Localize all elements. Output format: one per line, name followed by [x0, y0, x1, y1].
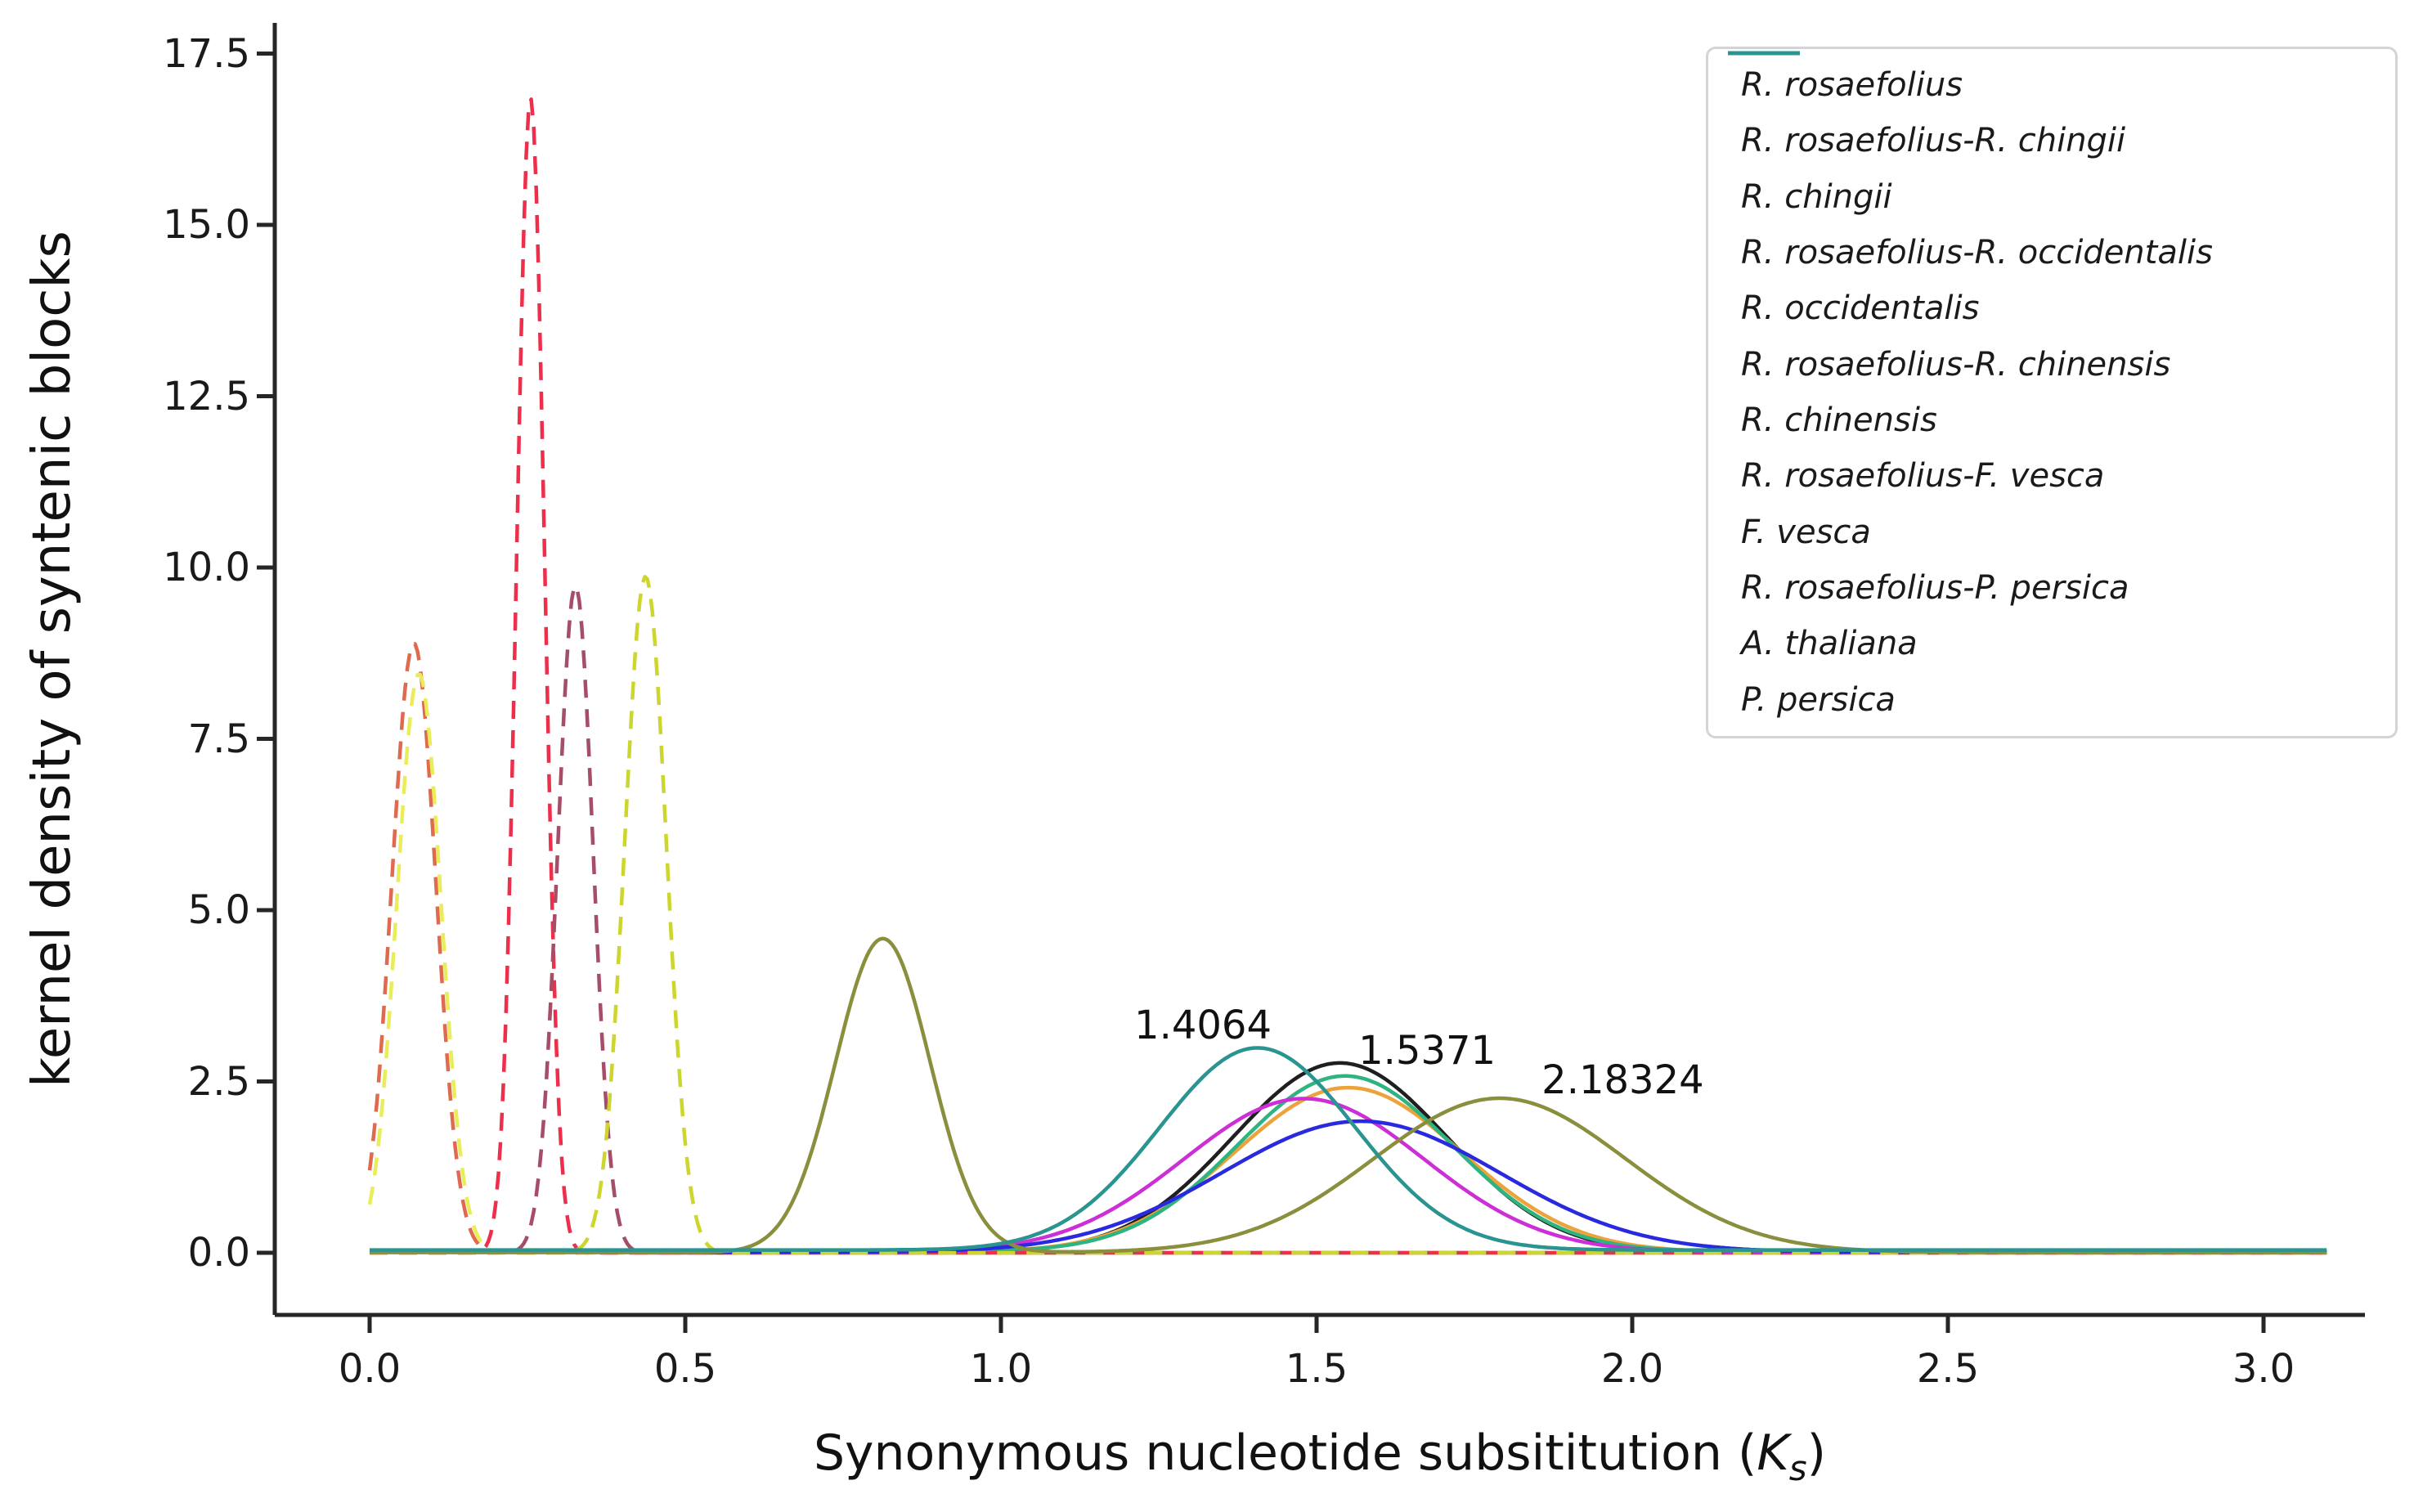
y-tick-label: 12.5: [163, 373, 250, 420]
legend-item: A. thaliana: [1708, 51, 2395, 663]
kde-curve-10: [370, 936, 2327, 1254]
legend-label: R. chinensis: [1741, 402, 1937, 440]
y-tick-label: 0.0: [187, 1230, 250, 1276]
ks-symbol: K: [1757, 1425, 1789, 1482]
peak-annotation: 1.4064: [1134, 1002, 1272, 1048]
legend-item: P. persica: [1708, 51, 2395, 719]
x-tick-label: 1.5: [1285, 1346, 1348, 1392]
legend-label: R. chingii: [1741, 177, 1892, 216]
x-tick-label: 0.0: [338, 1346, 402, 1392]
x-axis-title-close: ): [1806, 1425, 1827, 1482]
x-axis-title: Synonymous nucleotide subsititution (Ks): [814, 1425, 1826, 1488]
x-tick-label: 2.5: [1916, 1346, 1980, 1392]
kde-curve-0: [370, 1061, 2327, 1254]
legend-item: R. rosaefolius-P. persica: [1708, 51, 2395, 608]
legend-item: R. chingii: [1708, 51, 2395, 216]
legend-label: F. vesca: [1741, 513, 1871, 551]
x-tick-label: 0.5: [653, 1346, 717, 1392]
x-axis-title-text: Synonymous nucleotide subsititution (: [813, 1425, 1757, 1482]
legend-label: R. rosaefolius-F. vesca: [1741, 457, 2105, 496]
legend-item: R. rosaefolius-R. occidentalis: [1708, 51, 2395, 272]
y-tick-label: 7.5: [187, 716, 250, 762]
kde-curve-2: [370, 1085, 2327, 1254]
y-tick-label: 17.5: [163, 30, 250, 77]
legend-label: R. occidentalis: [1741, 289, 1980, 328]
legend-label: R. rosaefolius: [1741, 66, 1963, 105]
kde-curve-8: [370, 1119, 2327, 1254]
legend-item: R. chinensis: [1708, 51, 2395, 440]
x-tick-label: 1.0: [969, 1346, 1033, 1392]
y-tick-label: 2.5: [187, 1058, 250, 1105]
peak-annotation: 2.18324: [1541, 1057, 1704, 1103]
x-tick-label: 2.0: [1600, 1346, 1664, 1392]
legend: R. rosaefolius R. rosaefolius-R. chingii R…: [1706, 47, 2398, 738]
legend-item: R. rosaefolius-F. vesca: [1708, 51, 2395, 496]
legend-item: F. vesca: [1708, 51, 2395, 551]
legend-item: R. occidentalis: [1708, 51, 2395, 328]
legend-swatch-line: [1728, 51, 1800, 56]
legend-label: R. rosaefolius-P. persica: [1741, 569, 2129, 608]
legend-label: A. thaliana: [1741, 625, 1918, 663]
y-tick-label: 15.0: [163, 202, 250, 248]
x-tick-label: 3.0: [2232, 1346, 2295, 1392]
kde-curve-11: [370, 1046, 2327, 1252]
legend-item: R. rosaefolius-R. chinensis: [1708, 51, 2395, 384]
ks-subscript: s: [1788, 1448, 1807, 1488]
peak-annotation: 1.5371: [1358, 1027, 1496, 1074]
y-tick-label: 10.0: [163, 545, 250, 590]
y-tick-label: 5.0: [187, 887, 250, 933]
legend-item: R. rosaefolius-R. chingii: [1708, 51, 2395, 160]
legend-item: R. rosaefolius: [1708, 51, 2395, 105]
legend-label: R. rosaefolius-R. chinensis: [1741, 345, 2171, 384]
legend-label: R. rosaefolius-R. occidentalis: [1741, 234, 2213, 272]
legend-label: P. persica: [1741, 680, 1896, 719]
kde-curve-4: [370, 1074, 2327, 1254]
legend-label: R. rosaefolius-R. chingii: [1741, 122, 2126, 160]
y-axis-title: kernel density of syntenic blocks: [22, 231, 83, 1088]
